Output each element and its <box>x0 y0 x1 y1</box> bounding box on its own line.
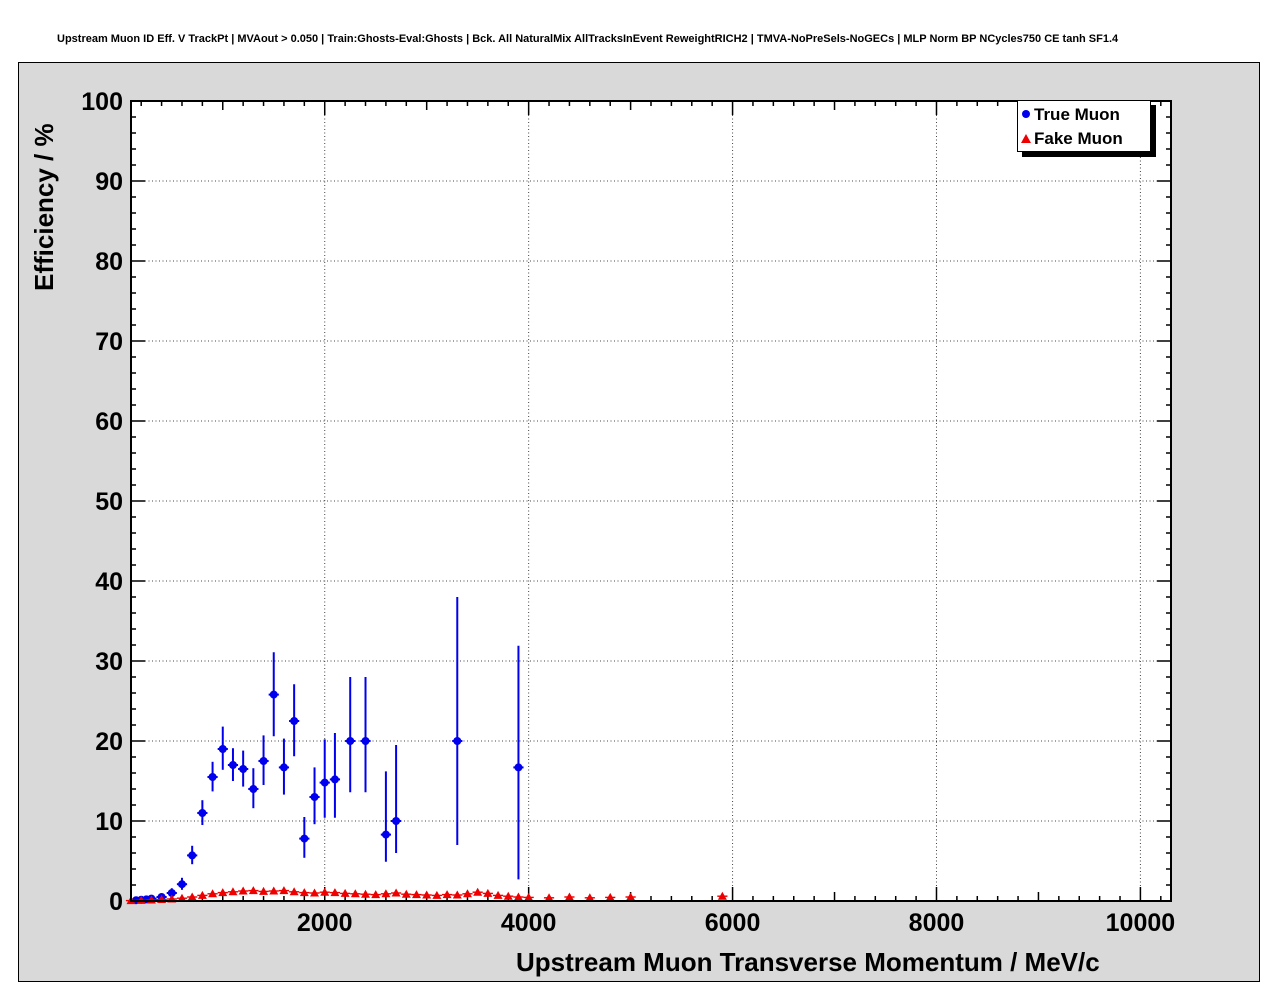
legend-entry: True Muon <box>1018 102 1150 126</box>
svg-text:0: 0 <box>109 888 123 916</box>
svg-text:40: 40 <box>95 568 123 596</box>
svg-text:6000: 6000 <box>705 909 761 937</box>
svg-text:30: 30 <box>95 648 123 676</box>
x-axis-title: Upstream Muon Transverse Momentum / MeV/… <box>516 947 1100 977</box>
true-muon-marker-icon <box>1018 110 1034 118</box>
y-axis-title: Efficiency / % <box>29 123 59 291</box>
legend-label: True Muon <box>1034 104 1120 124</box>
svg-text:10: 10 <box>95 808 123 836</box>
svg-text:70: 70 <box>95 328 123 356</box>
legend-entry: Fake Muon <box>1018 126 1150 150</box>
svg-text:100: 100 <box>81 88 123 116</box>
svg-text:50: 50 <box>95 488 123 516</box>
svg-text:2000: 2000 <box>297 909 353 937</box>
efficiency-chart: 2000 4000 6000 8000 10000 0 10 20 30 40 50 60 70 80 90… <box>81 88 1176 937</box>
plot-title: Upstream Muon ID Eff. V TrackPt | MVAout… <box>57 33 1119 45</box>
svg-text:80: 80 <box>95 248 123 276</box>
svg-text:4000: 4000 <box>501 909 557 937</box>
plot-pad: 2000 4000 6000 8000 10000 0 10 20 30 40 50 60 70 80 90… <box>18 62 1260 982</box>
legend: True Muon Fake Muon <box>1017 100 1151 152</box>
svg-text:10000: 10000 <box>1106 909 1176 937</box>
svg-text:20: 20 <box>95 728 123 756</box>
legend-label: Fake Muon <box>1034 128 1123 148</box>
fake-muon-marker-icon <box>1018 133 1034 143</box>
svg-text:60: 60 <box>95 408 123 436</box>
svg-text:8000: 8000 <box>909 909 965 937</box>
svg-text:90: 90 <box>95 168 123 196</box>
